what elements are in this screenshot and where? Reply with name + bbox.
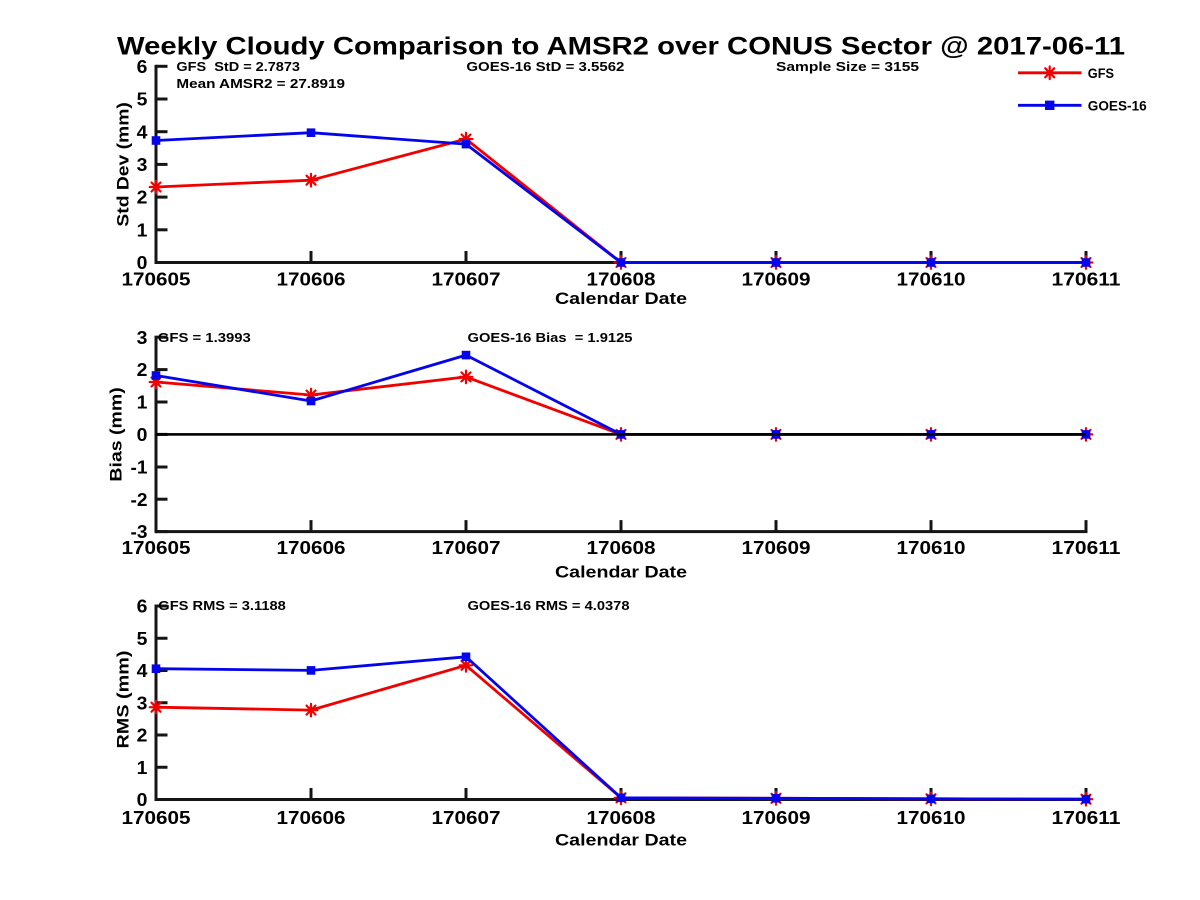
svg-text:Mean AMSR2 = 27.8919: Mean AMSR2 = 27.8919 — [176, 76, 345, 91]
svg-text:1: 1 — [137, 758, 148, 778]
svg-text:Bias (mm): Bias (mm) — [108, 387, 126, 481]
svg-text:6: 6 — [137, 57, 148, 77]
svg-text:170605: 170605 — [122, 538, 191, 558]
svg-text:170611: 170611 — [1052, 269, 1121, 289]
svg-text:GFS: GFS — [1088, 65, 1114, 81]
svg-text:2: 2 — [137, 360, 148, 380]
svg-text:1: 1 — [137, 393, 148, 413]
svg-text:GFS StD = 2.7873: GFS StD = 2.7873 — [176, 59, 300, 74]
svg-text:GOES-16 RMS = 4.0378: GOES-16 RMS = 4.0378 — [468, 598, 630, 613]
svg-text:Std Dev (mm): Std Dev (mm) — [114, 102, 132, 226]
svg-text:170606: 170606 — [277, 538, 346, 558]
svg-text:GOES-16: GOES-16 — [1088, 98, 1147, 114]
svg-text:5: 5 — [137, 90, 148, 110]
svg-text:170611: 170611 — [1052, 538, 1121, 558]
svg-text:-1: -1 — [131, 458, 148, 478]
svg-text:170606: 170606 — [277, 808, 346, 828]
svg-text:170605: 170605 — [122, 808, 191, 828]
svg-text:170608: 170608 — [587, 269, 656, 289]
svg-text:0: 0 — [137, 425, 148, 445]
svg-text:2: 2 — [137, 726, 148, 746]
svg-text:170605: 170605 — [122, 269, 191, 289]
svg-text:3: 3 — [137, 328, 148, 348]
svg-text:170607: 170607 — [432, 808, 501, 828]
svg-text:170610: 170610 — [897, 538, 966, 558]
svg-text:170607: 170607 — [432, 538, 501, 558]
svg-text:Sample Size = 3155: Sample Size = 3155 — [776, 59, 919, 74]
svg-text:6: 6 — [137, 597, 148, 617]
svg-text:Calendar Date: Calendar Date — [555, 832, 687, 850]
svg-text:2: 2 — [137, 188, 148, 208]
svg-text:5: 5 — [137, 629, 148, 649]
svg-text:RMS (mm): RMS (mm) — [114, 651, 132, 749]
svg-text:-2: -2 — [131, 490, 148, 510]
svg-text:GFS = 1.3993: GFS = 1.3993 — [158, 330, 251, 345]
svg-text:0: 0 — [137, 790, 148, 810]
svg-text:170608: 170608 — [587, 808, 656, 828]
svg-text:GOES-16 Bias = 1.9125: GOES-16 Bias = 1.9125 — [468, 330, 633, 345]
svg-text:Calendar Date: Calendar Date — [555, 290, 687, 308]
svg-text:170607: 170607 — [432, 269, 501, 289]
svg-text:3: 3 — [137, 693, 148, 713]
svg-text:170606: 170606 — [277, 269, 346, 289]
svg-text:Weekly Cloudy Comparison to AM: Weekly Cloudy Comparison to AMSR2 over C… — [117, 33, 1125, 61]
svg-text:170608: 170608 — [587, 538, 656, 558]
svg-text:170610: 170610 — [897, 808, 966, 828]
svg-text:GOES-16 StD = 3.5562: GOES-16 StD = 3.5562 — [466, 59, 624, 74]
svg-text:3: 3 — [137, 155, 148, 175]
svg-text:Calendar Date: Calendar Date — [555, 564, 687, 582]
svg-text:GFS RMS = 3.1188: GFS RMS = 3.1188 — [158, 598, 285, 613]
svg-text:4: 4 — [137, 661, 148, 681]
svg-text:0: 0 — [137, 253, 148, 273]
svg-text:-3: -3 — [131, 522, 148, 542]
svg-text:170609: 170609 — [742, 808, 811, 828]
svg-text:170611: 170611 — [1052, 808, 1121, 828]
svg-text:170609: 170609 — [742, 269, 811, 289]
svg-text:170610: 170610 — [897, 269, 966, 289]
svg-text:1: 1 — [137, 220, 148, 240]
svg-text:170609: 170609 — [742, 538, 811, 558]
svg-text:4: 4 — [137, 122, 148, 142]
